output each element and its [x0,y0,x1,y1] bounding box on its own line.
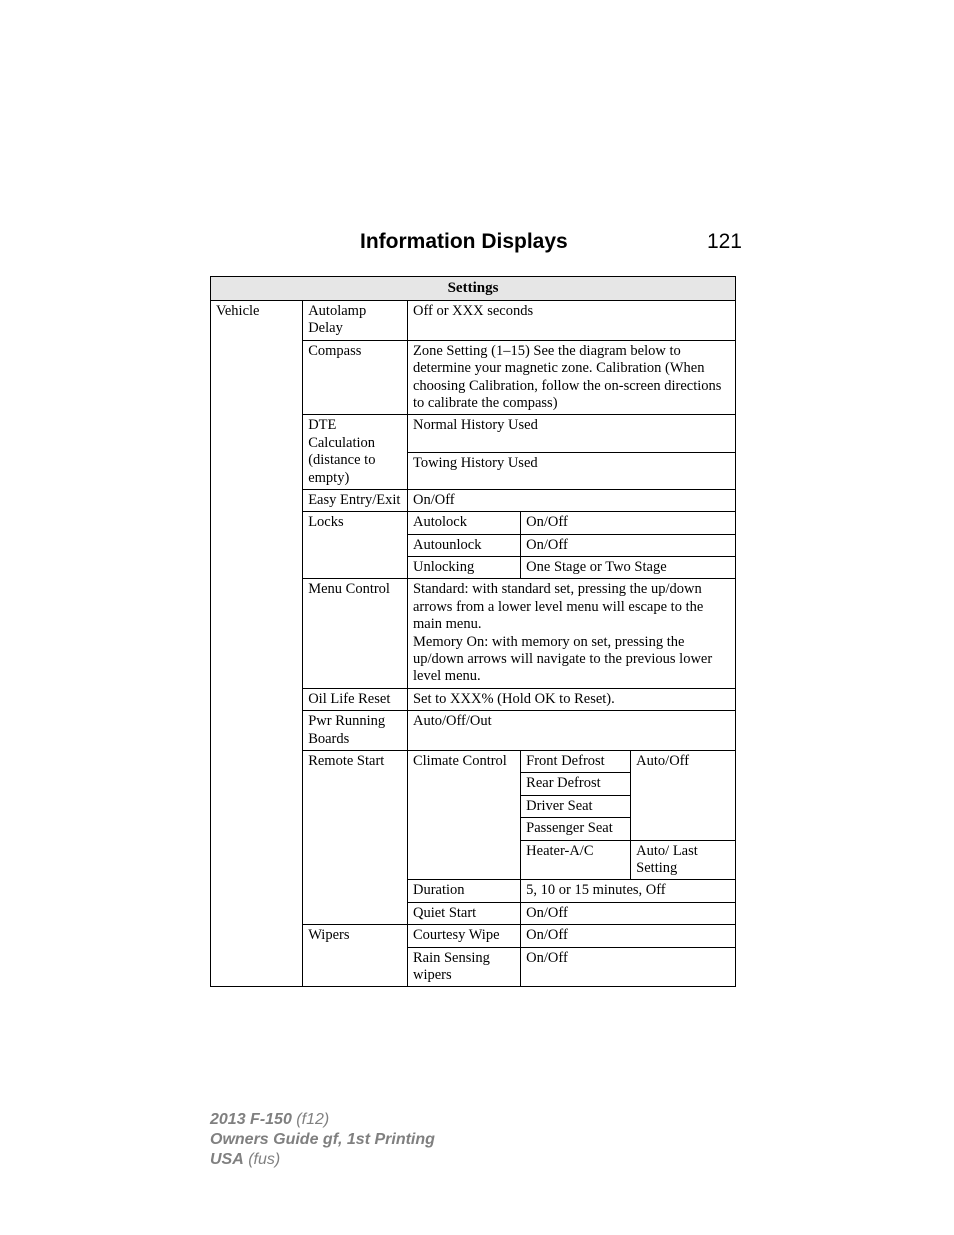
settings-table: Settings Vehicle Autolamp Delay Off or X… [210,276,736,987]
sub-sub-label: Driver Seat [521,795,631,817]
setting-value: Normal History Used [407,415,735,452]
sub-label: Courtesy Wipe [407,925,520,947]
footer-region: USA [210,1151,244,1168]
footer-region-code: (fus) [244,1151,280,1168]
setting-value: Towing History Used [407,452,735,489]
setting-label: Oil Life Reset [303,688,408,710]
sub-sub-label: Heater-A/C [521,840,631,880]
sub-sub-label: Passenger Seat [521,818,631,840]
setting-value: Auto/Off [631,750,736,840]
setting-value: On/Off [521,902,736,924]
setting-value: On/Off [521,534,736,556]
footer-line-3: USA (fus) [210,1150,435,1170]
setting-value: Off or XXX seconds [407,301,735,341]
setting-label: Locks [303,512,408,579]
setting-value: Auto/Off/Out [407,711,735,751]
setting-value: Zone Setting (1–15) See the diagram belo… [407,340,735,415]
footer-model: 2013 F-150 [210,1111,292,1128]
setting-label: Easy Entry/Exit [303,489,408,511]
footer-line-1: 2013 F-150 (f12) [210,1110,435,1130]
sub-label: Autolock [407,512,520,534]
setting-label: Compass [303,340,408,415]
category-cell: Vehicle [211,301,303,987]
sub-label: Duration [407,880,520,902]
setting-label: Remote Start [303,750,408,924]
footer-line-2: Owners Guide gf, 1st Printing [210,1130,435,1150]
table-row: Vehicle Autolamp Delay Off or XXX second… [211,301,736,341]
section-title: Information Displays [360,230,568,254]
setting-value: On/Off [407,489,735,511]
setting-value: One Stage or Two Stage [521,557,736,579]
setting-label: Autolamp Delay [303,301,408,341]
setting-value: Standard: with standard set, pressing th… [407,579,735,688]
sub-label: Unlocking [407,557,520,579]
sub-label: Rain Sensing wipers [407,947,520,987]
setting-value: Set to XXX% (Hold OK to Reset). [407,688,735,710]
sub-label: Quiet Start [407,902,520,924]
page-header: Information Displays 121 [210,230,744,254]
footer-code: (f12) [292,1111,329,1128]
setting-value: On/Off [521,947,736,987]
setting-value: On/Off [521,925,736,947]
page-number: 121 [707,230,742,254]
table-title: Settings [211,277,736,301]
setting-label: DTE Calculation (distance to empty) [303,415,408,490]
sub-label: Autounlock [407,534,520,556]
table-header-row: Settings [211,277,736,301]
page-footer: 2013 F-150 (f12) Owners Guide gf, 1st Pr… [210,1110,435,1170]
setting-value: On/Off [521,512,736,534]
setting-label: Menu Control [303,579,408,688]
sub-sub-label: Rear Defrost [521,773,631,795]
setting-value: 5, 10 or 15 minutes, Off [521,880,736,902]
sub-sub-label: Front Defrost [521,750,631,772]
setting-label: Pwr Running Boards [303,711,408,751]
setting-value: Auto/ Last Setting [631,840,736,880]
sub-label: Climate Control [407,750,520,879]
setting-label: Wipers [303,925,408,987]
manual-page: Information Displays 121 Settings Vehicl… [0,0,954,1235]
